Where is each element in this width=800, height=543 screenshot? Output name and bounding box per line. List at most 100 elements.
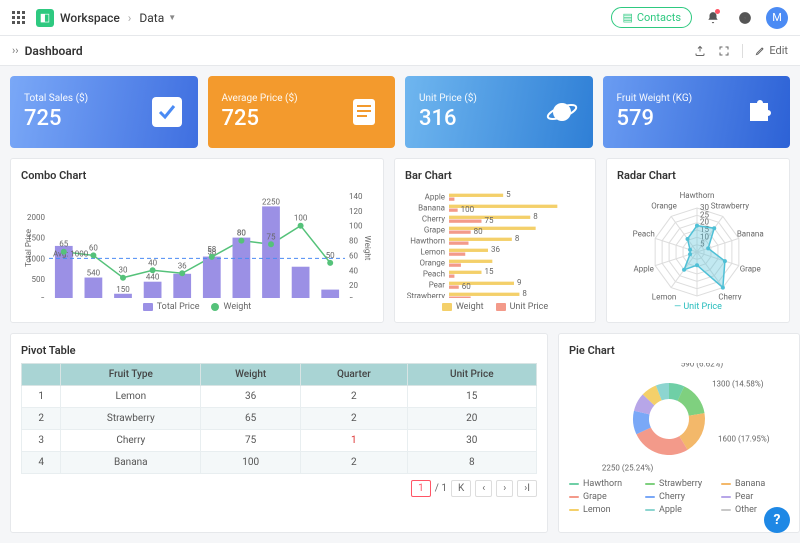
- table-header: Unit Price: [407, 364, 536, 386]
- pager-current[interactable]: 1: [411, 480, 431, 497]
- svg-text:Apple: Apple: [425, 193, 445, 202]
- table-row[interactable]: 4Banana10028: [22, 452, 537, 474]
- avatar[interactable]: M: [766, 7, 788, 29]
- kpi-value: 725: [24, 106, 88, 131]
- pie-legend: Hawthorn Strawberry Banana Grape Cherry Pear L…: [569, 479, 789, 515]
- table-header: Quarter: [301, 364, 407, 386]
- svg-text:30: 30: [119, 266, 128, 275]
- combo-chart-title: Combo Chart: [21, 169, 373, 182]
- svg-text:50: 50: [326, 251, 335, 260]
- kpi-label: Unit Price ($): [419, 93, 477, 104]
- svg-text:20: 20: [349, 281, 358, 290]
- topbar: ◧ Workspace › Data ▼ ▤Contacts ? M: [0, 0, 800, 36]
- svg-text:100: 100: [294, 214, 308, 223]
- svg-text:36: 36: [178, 261, 187, 270]
- fullscreen-icon[interactable]: [718, 45, 730, 57]
- svg-text:150: 150: [116, 285, 130, 294]
- svg-text:0: 0: [41, 296, 46, 298]
- svg-text:440: 440: [146, 273, 160, 282]
- svg-text:1300 (14.58%): 1300 (14.58%): [712, 379, 764, 388]
- svg-text:590 (6.62%): 590 (6.62%): [681, 363, 724, 368]
- legend-item: Lemon: [569, 505, 637, 515]
- subbar: ›› Dashboard Edit: [0, 36, 800, 66]
- kpi-label: Total Sales ($): [24, 93, 88, 104]
- pager-next[interactable]: ›: [496, 480, 513, 497]
- kpi-row: Total Sales ($) 725 Average Price ($) 725 Un…: [10, 76, 790, 148]
- svg-text:140: 140: [349, 192, 363, 201]
- svg-text:Apple: Apple: [634, 264, 654, 273]
- expand-icon[interactable]: ››: [12, 44, 19, 57]
- edit-button[interactable]: Edit: [755, 44, 788, 57]
- svg-text:Peach: Peach: [633, 230, 655, 239]
- svg-text:Orange: Orange: [651, 202, 677, 211]
- svg-text:80: 80: [349, 237, 358, 246]
- breadcrumb-data[interactable]: Data ▼: [139, 11, 176, 25]
- table-row[interactable]: 1Lemon36215: [22, 386, 537, 408]
- contacts-button[interactable]: ▤Contacts: [611, 7, 692, 28]
- svg-text:Hawthorn: Hawthorn: [410, 237, 445, 246]
- kpi-card: Fruit Weight (KG)579: [603, 76, 791, 148]
- svg-text:80: 80: [237, 229, 246, 238]
- svg-text:Peach: Peach: [423, 270, 445, 279]
- export-icon[interactable]: [694, 45, 706, 57]
- pivot-title: Pivot Table: [21, 344, 537, 357]
- legend-item: Grape: [569, 492, 637, 502]
- radar-chart-card: Radar Chart HawthornStrawberryBananaGrap…: [606, 158, 790, 323]
- svg-text:Hawthorn: Hawthorn: [680, 191, 715, 200]
- combo-chart-card: Combo Chart 0500100015002000020406080100…: [10, 158, 384, 323]
- kpi-value: 725: [222, 106, 298, 131]
- svg-text:100: 100: [461, 205, 475, 214]
- radar-chart: HawthornStrawberryBananaGrapeCherryPearL…: [617, 188, 777, 300]
- svg-text:5: 5: [506, 190, 511, 199]
- bar-chart-title: Bar Chart: [405, 169, 585, 182]
- legend-item: Banana: [721, 479, 789, 489]
- pie-title: Pie Chart: [569, 344, 789, 357]
- pie-chart: 590 (6.62%) 1300 (14.58%) 1600 (17.95%) 225…: [569, 363, 789, 473]
- svg-text:Lemon: Lemon: [652, 292, 677, 300]
- svg-text:1600 (17.95%): 1600 (17.95%): [718, 435, 770, 444]
- legend-item: Pear: [721, 492, 789, 502]
- legend-item: Hawthorn: [569, 479, 637, 489]
- contacts-icon: ▤: [622, 11, 632, 24]
- bell-icon[interactable]: [702, 7, 724, 29]
- svg-text:58: 58: [207, 245, 216, 254]
- svg-text:60: 60: [349, 251, 358, 260]
- svg-text:8: 8: [515, 234, 520, 243]
- combo-legend: Total Price Weight: [21, 302, 373, 312]
- pager-last[interactable]: ›I: [517, 480, 537, 497]
- kpi-card: Total Sales ($) 725: [10, 76, 198, 148]
- svg-text:9: 9: [517, 278, 522, 287]
- svg-text:75: 75: [267, 232, 276, 241]
- svg-text:Pear: Pear: [429, 281, 446, 290]
- chevron-down-icon: ▼: [168, 13, 176, 22]
- svg-text:2250 (25.24%): 2250 (25.24%): [602, 464, 654, 473]
- workspace-label[interactable]: Workspace: [60, 11, 120, 25]
- apps-icon[interactable]: [12, 11, 26, 25]
- chevron-right-icon: ›: [128, 11, 132, 25]
- pivot-card: Pivot Table Fruit TypeWeightQuarterUnit …: [10, 333, 548, 533]
- svg-text:Lemon: Lemon: [420, 248, 445, 257]
- page-title: Dashboard: [25, 44, 83, 58]
- svg-text:60: 60: [89, 243, 98, 252]
- kpi-value: 579: [617, 106, 693, 131]
- svg-text:40: 40: [349, 266, 358, 275]
- legend-item: Cherry: [645, 492, 713, 502]
- help-icon[interactable]: ?: [734, 7, 756, 29]
- pager-first[interactable]: K: [451, 480, 471, 497]
- kpi-label: Average Price ($): [222, 93, 298, 104]
- svg-text:0: 0: [349, 296, 354, 298]
- svg-text:40: 40: [148, 258, 157, 267]
- table-header: Weight: [201, 364, 301, 386]
- svg-text:2250: 2250: [262, 197, 280, 206]
- svg-text:100: 100: [349, 222, 363, 231]
- kpi-card: Unit Price ($)316: [405, 76, 593, 148]
- table-row[interactable]: 3Cherry75130: [22, 430, 537, 452]
- pager: 1 / 1 K ‹ › ›I: [21, 480, 537, 497]
- kpi-card: Average Price ($) 725: [208, 76, 396, 148]
- table-row[interactable]: 2Strawberry65220: [22, 408, 537, 430]
- pager-prev[interactable]: ‹: [475, 480, 492, 497]
- help-fab[interactable]: ?: [764, 507, 790, 533]
- svg-text:Orange: Orange: [419, 259, 445, 268]
- legend-item: Strawberry: [645, 479, 713, 489]
- svg-text:Strawberry: Strawberry: [407, 292, 446, 299]
